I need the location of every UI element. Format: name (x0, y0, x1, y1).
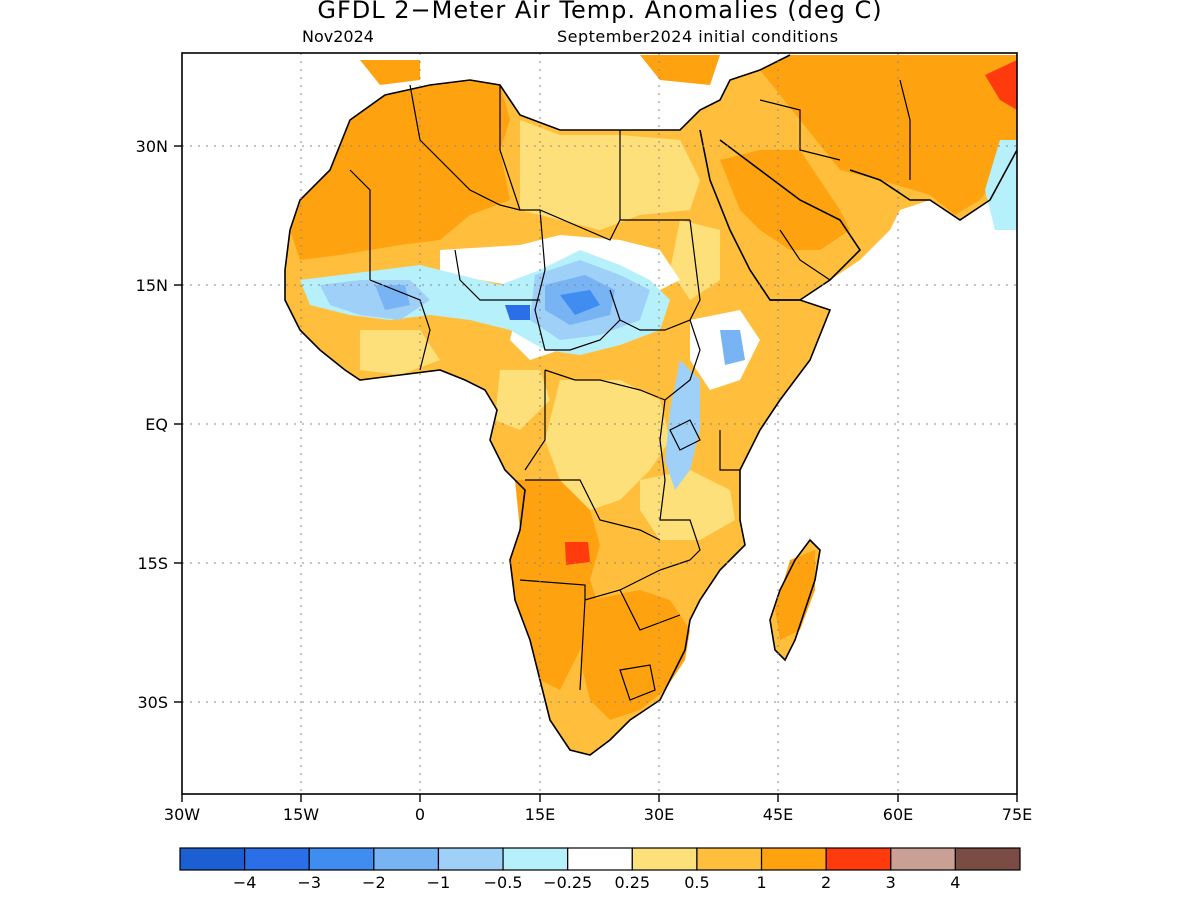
axis-ticks (174, 145, 1018, 802)
lat-label: 15S (137, 554, 168, 573)
lat-label: 15N (136, 276, 168, 295)
colorbar-label: 3 (886, 873, 896, 892)
colorbar-swatch (244, 847, 310, 871)
colorbar-swatch (179, 847, 246, 871)
cool-anomaly-regions (300, 140, 1017, 490)
colorbar-swatch (954, 847, 1021, 871)
colorbar-swatch (696, 847, 763, 871)
map-title: GFDL 2−Meter Air Temp. Anomalies (deg C) (317, 0, 883, 24)
colorbar-label: −0.5 (484, 873, 523, 892)
colorbar-swatch (890, 847, 956, 871)
colorbar-label: −4 (233, 873, 257, 892)
lon-label: 75E (1002, 805, 1032, 824)
colorbar: −4 −3 −2 −1 −0.5 −0.25 0.25 0.5 1 2 3 4 (179, 847, 1021, 892)
slight-warm-regions (360, 120, 735, 540)
lon-label: 60E (883, 805, 913, 824)
latitude-labels: 30N 15N EQ 15S 30S (136, 137, 168, 712)
colorbar-label: −2 (362, 873, 386, 892)
warm-anomaly-regions (290, 55, 1017, 720)
map-gridlines (182, 53, 1017, 794)
lon-label: 30E (644, 805, 674, 824)
colorbar-label: 1 (756, 873, 766, 892)
colorbar-swatch (825, 847, 892, 871)
initial-conditions-label: September2024 initial conditions (557, 27, 839, 46)
colorbar-swatch (308, 847, 375, 871)
lat-label: 30N (136, 137, 168, 156)
lon-label: 45E (763, 805, 793, 824)
colorbar-label: −0.25 (543, 873, 592, 892)
lon-label: 15W (283, 805, 319, 824)
coastlines (284, 54, 1017, 756)
longitude-labels: 30W 15W 0 15E 30E 45E 60E 75E (164, 805, 1032, 824)
forecast-month-label: Nov2024 (302, 27, 374, 46)
colorbar-swatch (373, 847, 440, 871)
colorbar-swatch (502, 847, 569, 871)
colorbar-label: 0.25 (614, 873, 650, 892)
colorbar-label: −1 (427, 873, 451, 892)
lon-label: 0 (415, 805, 425, 824)
colorbar-label: 4 (950, 873, 960, 892)
lat-label: EQ (145, 415, 168, 434)
lat-label: 30S (137, 693, 168, 712)
hot-spots (565, 60, 1017, 565)
colorbar-label: 0.5 (684, 873, 709, 892)
lon-label: 15E (525, 805, 555, 824)
colorbar-swatch (631, 847, 698, 871)
country-borders (349, 79, 911, 701)
map-area (284, 54, 1017, 756)
colorbar-label: 2 (821, 873, 831, 892)
colorbar-label: −3 (297, 873, 321, 892)
colorbar-swatch (760, 847, 827, 871)
colorbar-swatch (437, 847, 504, 871)
lon-label: 30W (164, 805, 200, 824)
colorbar-swatch (567, 847, 633, 871)
